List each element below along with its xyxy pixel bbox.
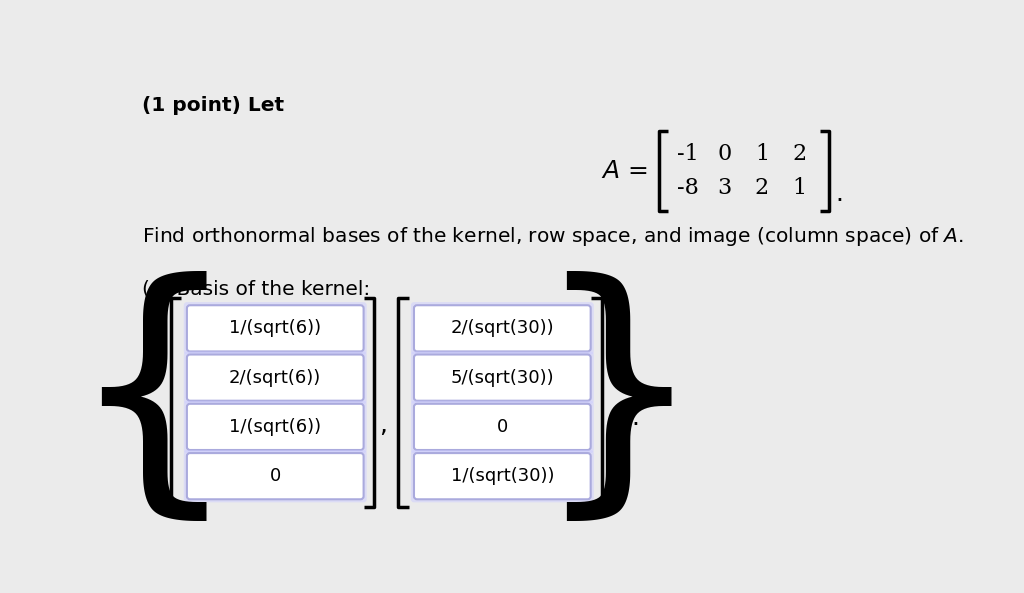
Text: 0: 0 [718,144,732,165]
FancyBboxPatch shape [187,404,364,450]
Text: 0: 0 [269,467,281,485]
FancyBboxPatch shape [183,450,367,502]
FancyBboxPatch shape [183,401,367,453]
Text: ,: , [379,413,387,438]
Text: (1 point) Let: (1 point) Let [142,96,284,115]
Text: 2/(sqrt(6)): 2/(sqrt(6)) [229,369,322,387]
Text: 5/(sqrt(30)): 5/(sqrt(30)) [451,369,554,387]
FancyBboxPatch shape [411,302,594,355]
Text: 1: 1 [755,144,769,165]
Text: .: . [836,183,844,206]
Text: 3: 3 [718,177,732,199]
Text: 1/(sqrt(6)): 1/(sqrt(6)) [229,320,322,337]
Text: 1/(sqrt(30)): 1/(sqrt(30)) [451,467,554,485]
FancyBboxPatch shape [187,453,364,499]
Text: (a) Basis of the kernel:: (a) Basis of the kernel: [142,279,371,298]
FancyBboxPatch shape [414,404,591,450]
FancyBboxPatch shape [414,305,591,352]
Text: 1: 1 [793,177,806,199]
FancyBboxPatch shape [414,453,591,499]
Text: 2/(sqrt(30)): 2/(sqrt(30)) [451,320,554,337]
Text: -1: -1 [677,144,698,165]
FancyBboxPatch shape [187,355,364,401]
Text: }: } [532,271,705,533]
FancyBboxPatch shape [183,302,367,355]
FancyBboxPatch shape [414,355,591,401]
FancyBboxPatch shape [187,305,364,352]
Text: Find orthonormal bases of the kernel, row space, and image (column space) of $A$: Find orthonormal bases of the kernel, ro… [142,225,964,248]
Text: -8: -8 [677,177,698,199]
Text: 1/(sqrt(6)): 1/(sqrt(6)) [229,418,322,436]
Text: .: . [631,406,639,430]
Text: {: { [68,271,240,533]
Text: 2: 2 [793,144,806,165]
FancyBboxPatch shape [411,352,594,404]
FancyBboxPatch shape [411,401,594,453]
Text: 2: 2 [755,177,769,199]
FancyBboxPatch shape [183,352,367,404]
FancyBboxPatch shape [411,450,594,502]
Text: 0: 0 [497,418,508,436]
Text: $A$ =: $A$ = [601,160,647,183]
